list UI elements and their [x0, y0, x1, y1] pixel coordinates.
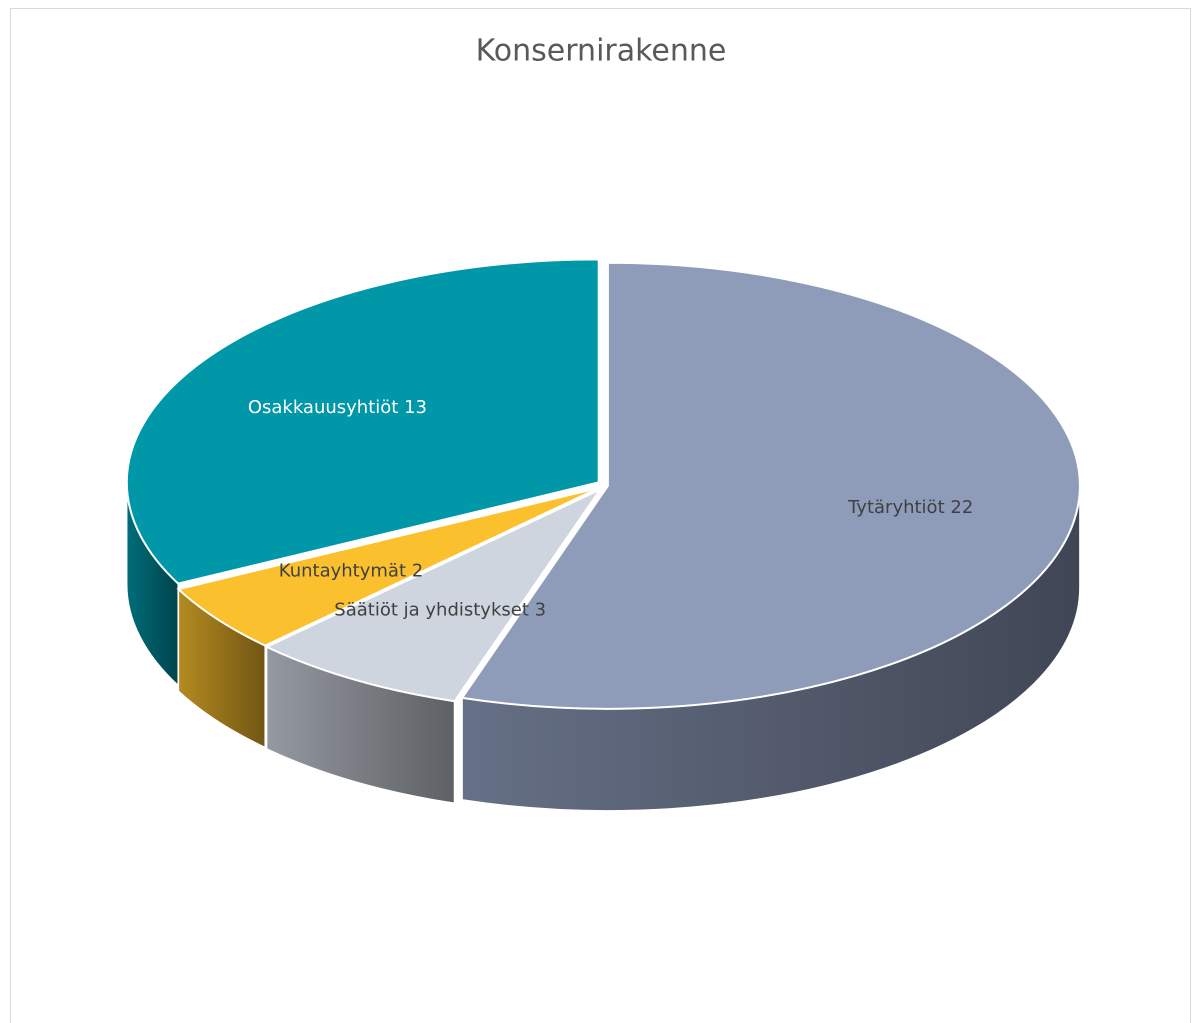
slice: [460, 261, 1081, 710]
data-label-value: 3: [535, 600, 546, 621]
data-label-category: Säätiöt ja yhdistykset: [334, 600, 529, 621]
chart-title: Konsernirakenne: [476, 34, 727, 69]
data-label: Säätiöt ja yhdistykset 3: [334, 600, 546, 621]
slice-sides: [125, 482, 1081, 812]
data-label: Tytäryhtiöt 22: [847, 497, 973, 518]
data-label-value: 2: [412, 561, 423, 582]
data-label: Osakkauusyhtiöt 13: [248, 397, 427, 418]
data-label: Kuntayhtymät 2: [279, 561, 423, 582]
slice: [176, 486, 600, 647]
data-label-value: 22: [950, 497, 973, 518]
data-label-category: Kuntayhtymät: [279, 561, 406, 582]
slice-tops: [125, 258, 1081, 710]
data-label-category: Tytäryhtiöt: [847, 497, 945, 518]
data-labels: Tytäryhtiöt 22 Säätiöt ja yhdistykset 3 Ku…: [248, 397, 973, 620]
data-label-value: 13: [404, 397, 427, 418]
slice: [264, 486, 604, 703]
data-label-category: Osakkauusyhtiöt: [248, 397, 399, 418]
slice: [125, 258, 600, 585]
